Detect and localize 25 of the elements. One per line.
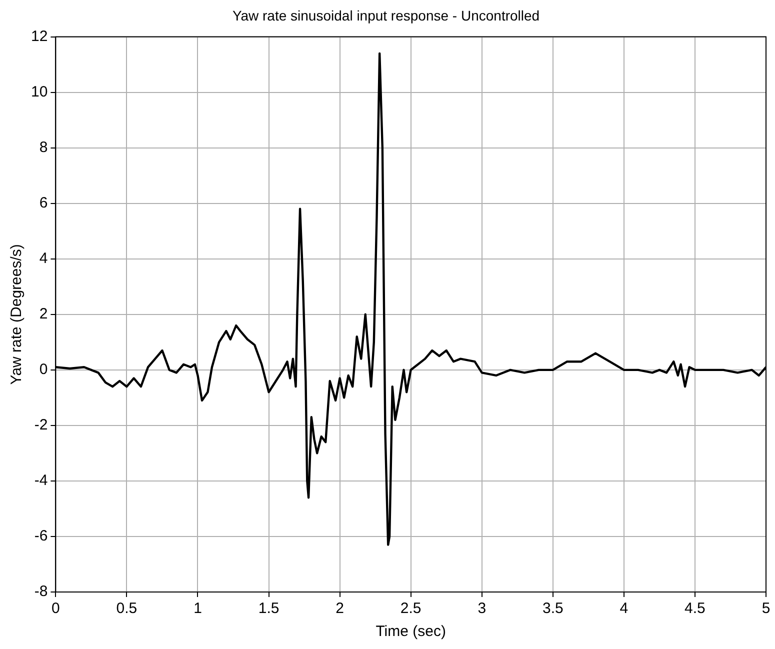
y-tick-label: 2 (39, 306, 48, 323)
x-tick-label: 3 (478, 600, 486, 618)
y-tick-label: 0 (39, 361, 48, 378)
x-tick-label: 1 (194, 600, 202, 618)
x-tick-label: 0.5 (116, 600, 138, 618)
y-tick-label: 4 (39, 250, 48, 268)
y-tick-label: 8 (39, 138, 48, 156)
y-tick-label: -6 (34, 528, 48, 545)
x-axis-title: Time (sec) (376, 623, 446, 640)
x-tick-label: 5 (762, 600, 770, 618)
y-tick-label: -4 (34, 472, 48, 490)
x-tick-label: 4.5 (684, 600, 706, 618)
x-tick-label: 1.5 (258, 600, 280, 618)
y-tick-label: -8 (34, 583, 48, 600)
x-tick-label: 0 (52, 600, 60, 618)
x-tick-label: 4 (620, 600, 628, 618)
y-tick-label: 6 (39, 194, 48, 212)
y-tick-label: 12 (30, 28, 48, 45)
y-axis-title: Yaw rate (Degrees/s) (8, 244, 26, 385)
x-tick-label: 2 (336, 600, 344, 618)
y-tick-label: 10 (30, 83, 48, 100)
chart-title: Yaw rate sinusoidal input response - Uncontrolled (232, 7, 540, 24)
x-tick-label: 3.5 (542, 600, 564, 618)
x-tick-label: 2.5 (400, 600, 422, 618)
y-tick-label: -2 (34, 416, 48, 434)
